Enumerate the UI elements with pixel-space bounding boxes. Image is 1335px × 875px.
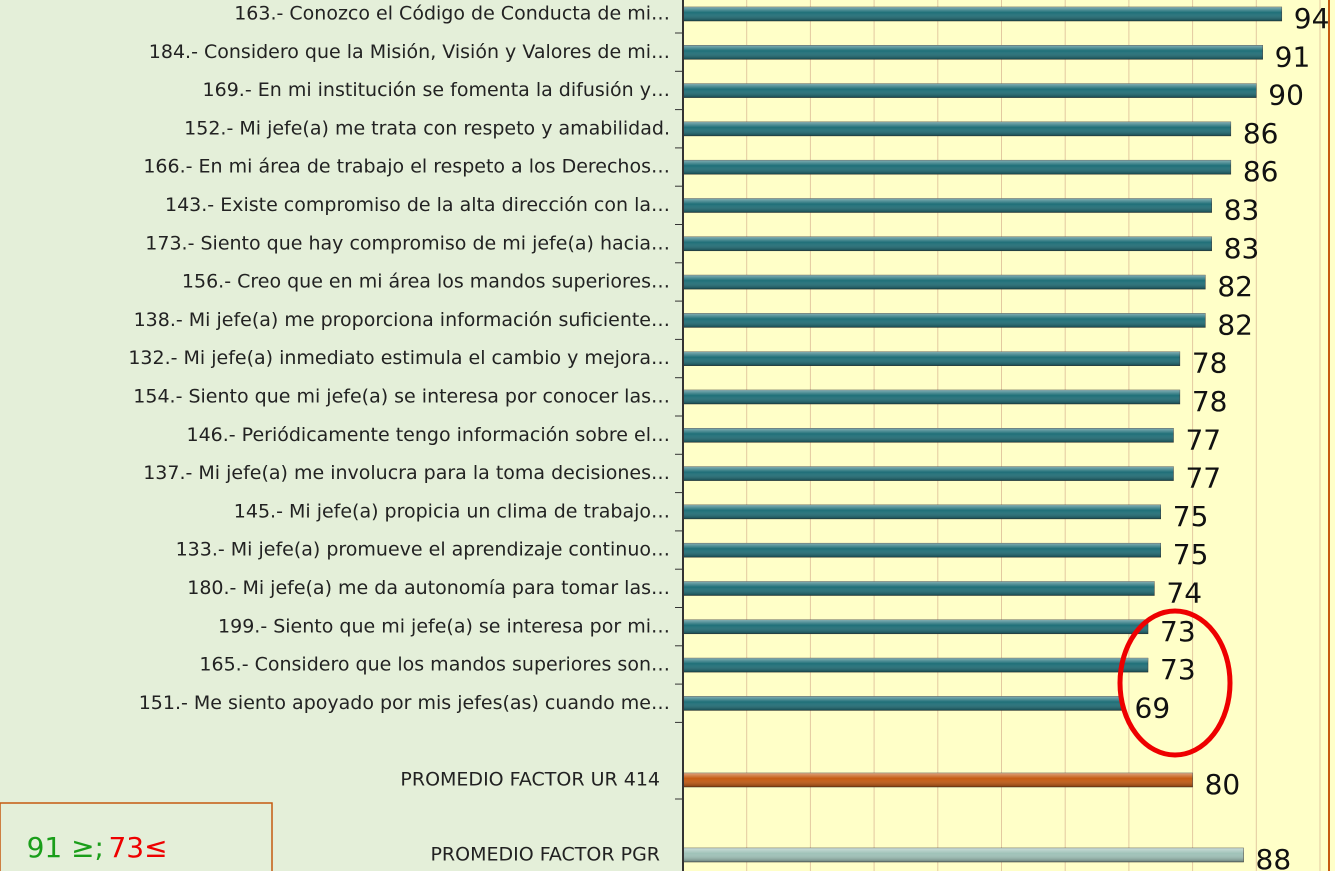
low-threshold: 73≤	[108, 831, 167, 864]
bar-shade	[683, 83, 1257, 98]
bar-shade	[683, 275, 1206, 290]
data-label: 77	[1185, 462, 1221, 495]
data-label: 73	[1160, 653, 1196, 686]
data-label: 86	[1243, 117, 1279, 150]
bar-shade	[683, 619, 1149, 634]
category-label: 146.- Periódicamente tengo información s…	[186, 424, 670, 446]
category-label: 137.- Mi jefe(a) me involucra para la to…	[143, 462, 670, 484]
category-label: 152.- Mi jefe(a) me trata con respeto y …	[184, 117, 670, 139]
bar-shade	[683, 696, 1123, 711]
data-label: 82	[1217, 308, 1253, 341]
data-label: 75	[1173, 500, 1209, 533]
category-label: 138.- Mi jefe(a) me proporciona informac…	[134, 309, 670, 331]
data-label: 94	[1294, 2, 1330, 35]
bar-shade	[683, 7, 1282, 21]
bar-shade	[683, 313, 1206, 328]
high-threshold: 91 ≥;	[27, 831, 104, 864]
data-label: 86	[1243, 155, 1279, 188]
category-label: 132.- Mi jefe(a) inmediato estimula el c…	[128, 347, 670, 369]
bar-shade	[683, 351, 1180, 366]
data-label: 78	[1192, 347, 1228, 380]
bar-shade	[683, 236, 1212, 251]
category-label: 133.- Mi jefe(a) promueve el aprendizaje…	[176, 539, 670, 561]
bar-shade	[683, 504, 1161, 519]
data-label: 75	[1173, 538, 1209, 571]
data-label: 69	[1135, 691, 1171, 724]
category-label: 166.- En mi área de trabajo el respeto a…	[143, 156, 670, 178]
data-label: 80	[1205, 768, 1241, 801]
data-label: 77	[1185, 423, 1221, 456]
data-label: 90	[1268, 79, 1304, 112]
category-label: 145.- Mi jefe(a) propicia un clima de tr…	[234, 500, 670, 522]
data-label: 91	[1275, 40, 1311, 73]
bar-shade	[683, 848, 1244, 862]
data-label: 74	[1166, 577, 1202, 610]
label-panel	[0, 0, 683, 871]
category-label: 184.- Considero que la Misión, Visión y …	[149, 41, 670, 63]
category-label: 199.- Siento que mi jefe(a) se interesa …	[218, 615, 670, 637]
bar-shade	[683, 658, 1149, 673]
data-label: 78	[1192, 385, 1228, 418]
category-label: PROMEDIO FACTOR PGR	[430, 844, 660, 866]
bar-shade	[683, 198, 1212, 213]
category-label: 151.- Me siento apoyado por mis jefes(as…	[139, 692, 670, 714]
category-label: 180.- Mi jefe(a) me da autonomía para to…	[187, 577, 670, 599]
bar-shade	[683, 160, 1231, 175]
threshold-box	[0, 802, 273, 875]
bar-shade	[683, 773, 1193, 787]
category-label: 163.- Conozco el Código de Conducta de m…	[234, 3, 670, 25]
category-label: 165.- Considero que los mandos superiore…	[199, 654, 670, 676]
bar-shade	[683, 121, 1231, 136]
category-label: 154.- Siento que mi jefe(a) se interesa …	[133, 386, 670, 408]
data-label: 83	[1224, 194, 1260, 227]
bar-shade	[683, 466, 1174, 481]
bar-shade	[683, 581, 1155, 596]
data-label: 82	[1217, 270, 1253, 303]
category-label: 143.- Existe compromiso de la alta direc…	[165, 194, 670, 216]
data-label: 73	[1160, 615, 1196, 648]
category-label: PROMEDIO FACTOR UR 414	[400, 769, 660, 791]
highlight-circle	[1117, 608, 1233, 758]
bar-shade	[683, 543, 1161, 558]
category-label: 173.- Siento que hay compromiso de mi je…	[145, 232, 670, 254]
data-label: 88	[1256, 843, 1292, 871]
bar-shade	[683, 390, 1180, 404]
category-label: 169.- En mi institución se fomenta la di…	[203, 79, 670, 101]
data-label: 83	[1224, 232, 1260, 265]
bar-shade	[683, 45, 1263, 60]
bar-shade	[683, 428, 1174, 443]
category-label: 156.- Creo que en mi área los mandos sup…	[182, 271, 670, 293]
